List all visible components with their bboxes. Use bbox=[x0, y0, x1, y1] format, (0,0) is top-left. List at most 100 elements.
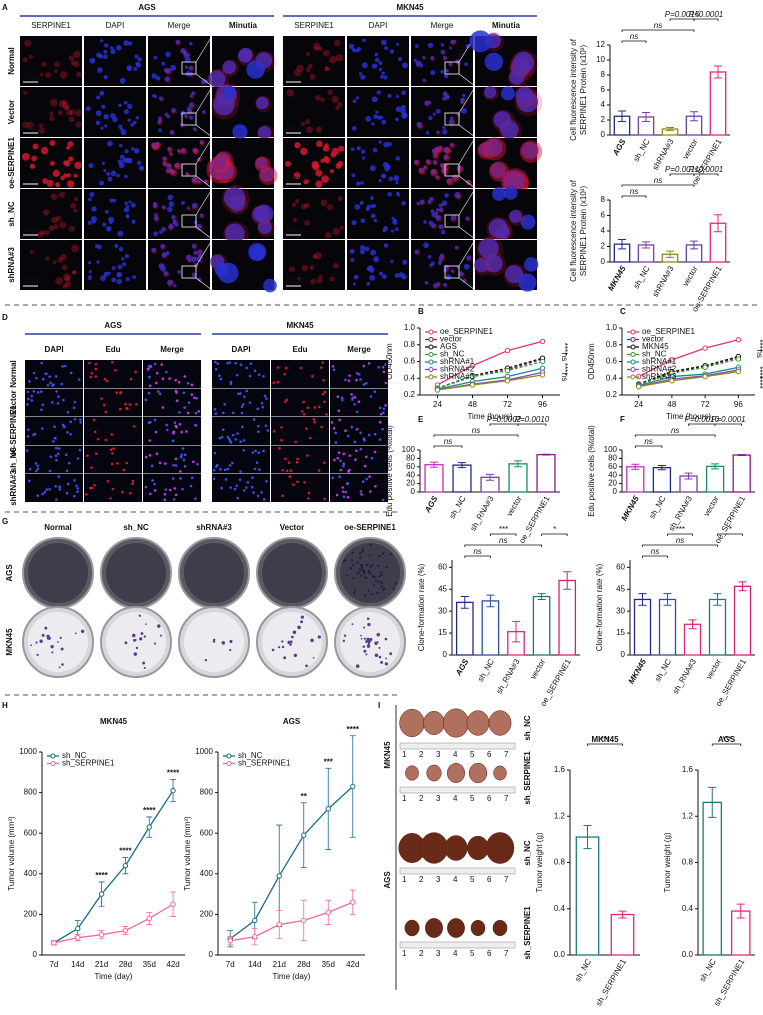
cell bbox=[240, 405, 244, 409]
cell bbox=[69, 420, 73, 424]
signal bbox=[326, 204, 333, 211]
cell bbox=[228, 439, 232, 443]
cell bbox=[344, 429, 347, 433]
ruler-number: 6 bbox=[487, 875, 492, 884]
cell bbox=[221, 428, 225, 432]
micrograph bbox=[411, 240, 473, 290]
signal bbox=[483, 253, 507, 277]
colony bbox=[360, 574, 363, 577]
colony bbox=[51, 651, 54, 654]
colony bbox=[142, 661, 146, 665]
cell bbox=[355, 410, 359, 414]
colony bbox=[139, 637, 143, 641]
nucleus bbox=[87, 220, 93, 225]
signal bbox=[448, 62, 454, 68]
nucleus bbox=[432, 283, 438, 289]
cell bbox=[341, 398, 344, 402]
cell bbox=[111, 360, 114, 364]
micrograph bbox=[84, 87, 146, 137]
x-tick-label: 24 bbox=[433, 400, 442, 409]
nucleus bbox=[441, 200, 448, 207]
nucleus bbox=[440, 49, 445, 55]
nucleus bbox=[213, 94, 235, 116]
panel-label: H bbox=[2, 701, 8, 710]
point bbox=[350, 899, 356, 905]
nucleus bbox=[167, 146, 172, 152]
cell bbox=[27, 397, 30, 401]
cell bbox=[174, 424, 178, 428]
signal bbox=[466, 179, 473, 186]
colony bbox=[61, 663, 64, 666]
cell bbox=[90, 486, 94, 490]
annotation: ns bbox=[499, 536, 507, 545]
signal bbox=[327, 89, 333, 96]
signal bbox=[22, 121, 30, 129]
cell bbox=[195, 397, 198, 400]
nucleus bbox=[160, 266, 166, 272]
point bbox=[735, 337, 742, 343]
micrograph bbox=[148, 189, 210, 239]
nucleus bbox=[366, 281, 371, 286]
ruler-number: 6 bbox=[487, 750, 492, 759]
colony bbox=[140, 632, 144, 635]
nucleus bbox=[157, 120, 161, 124]
cell bbox=[174, 464, 178, 467]
tumor bbox=[447, 918, 465, 938]
signal bbox=[316, 140, 323, 148]
signal bbox=[306, 126, 314, 134]
nucleus bbox=[436, 130, 440, 134]
legend-label: shRNA#3 bbox=[642, 372, 677, 381]
nucleus bbox=[95, 244, 99, 249]
nucleus bbox=[91, 216, 97, 222]
y-tick-label: 0.8 bbox=[682, 858, 694, 867]
cell bbox=[56, 401, 60, 405]
signal bbox=[300, 121, 306, 126]
signal bbox=[70, 202, 77, 209]
colony bbox=[384, 637, 388, 641]
cell bbox=[55, 446, 58, 450]
cell bbox=[257, 430, 260, 434]
panel-label: D bbox=[2, 313, 8, 322]
point bbox=[702, 345, 708, 351]
nucleus bbox=[88, 197, 92, 202]
x-tick-label: 21d bbox=[273, 960, 286, 969]
x-tick-label: 48 bbox=[468, 400, 477, 409]
nucleus bbox=[103, 114, 109, 120]
nucleus bbox=[133, 120, 137, 125]
nucleus bbox=[166, 163, 171, 168]
signal bbox=[332, 262, 339, 269]
signal bbox=[55, 215, 62, 222]
colony bbox=[317, 635, 321, 639]
colony bbox=[278, 646, 281, 649]
nucleus bbox=[443, 146, 450, 153]
cell bbox=[48, 469, 52, 473]
signal bbox=[52, 169, 60, 178]
cell bbox=[41, 403, 45, 407]
y-tick-label: 0.8 bbox=[554, 858, 566, 867]
signal bbox=[163, 271, 171, 278]
cell bbox=[50, 401, 54, 404]
signal bbox=[66, 173, 71, 178]
cell bbox=[369, 395, 373, 398]
cell bbox=[359, 431, 362, 435]
nucleus bbox=[445, 95, 450, 100]
cell bbox=[26, 390, 30, 394]
micrograph bbox=[347, 138, 409, 188]
cell bbox=[303, 480, 306, 484]
signal bbox=[307, 63, 313, 69]
nucleus bbox=[509, 69, 525, 85]
signal bbox=[167, 147, 173, 153]
signal bbox=[303, 179, 309, 185]
signal bbox=[49, 160, 55, 166]
signal bbox=[435, 175, 441, 181]
nucleus bbox=[213, 156, 227, 170]
y-tick-label: 2 bbox=[601, 242, 606, 251]
signal bbox=[154, 216, 161, 223]
nucleus bbox=[167, 194, 174, 201]
cell bbox=[235, 484, 238, 488]
zoom-box bbox=[444, 112, 460, 126]
y-tick-label: 0.4 bbox=[404, 373, 416, 382]
signal bbox=[423, 165, 429, 171]
cell bbox=[116, 462, 119, 465]
colony bbox=[343, 634, 347, 637]
